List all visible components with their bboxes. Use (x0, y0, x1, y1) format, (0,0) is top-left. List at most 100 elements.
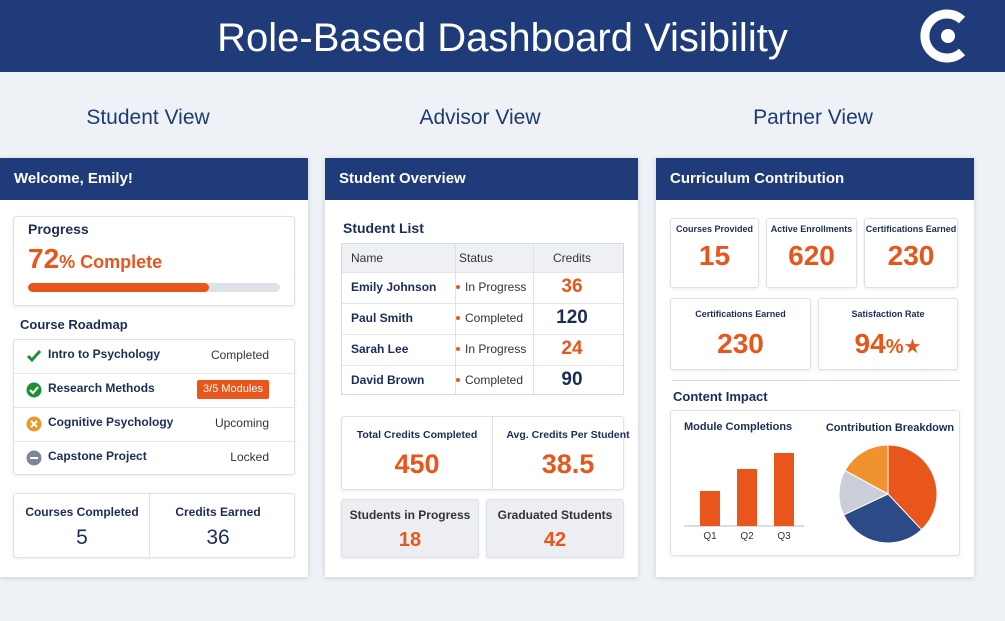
row-divider (14, 407, 294, 408)
row-divider (342, 365, 623, 366)
column-header: Name (351, 251, 384, 265)
status-dot (456, 285, 460, 289)
stat-value-row: 230 (864, 240, 958, 276)
stat-label: Active Enrollments (770, 224, 853, 234)
progress-suffix: % Complete (59, 252, 163, 272)
stat-value: 42 (543, 529, 567, 551)
pie-slice (887, 444, 938, 531)
student-status: In Progress (465, 280, 527, 294)
progress-label: Progress (28, 221, 89, 237)
x-tick-label: Q3 (777, 531, 791, 542)
stat-label: Certifications Earned (865, 224, 957, 234)
stat-value-row: 15 (670, 240, 759, 276)
status-badge: 3/5 Modules (197, 380, 269, 399)
page-title: Role-Based Dashboard Visibility (217, 16, 788, 60)
stat-card (670, 218, 759, 288)
stat-label: Avg. Credits Per Student (506, 429, 630, 441)
view-heading: Partner View (753, 106, 873, 129)
status-icon (26, 350, 42, 363)
stat-label: Certifications Earned (695, 309, 786, 319)
bar-chart: Q1 Q2 Q3 (684, 453, 804, 542)
stat-value-row: 94%★ (818, 328, 958, 364)
x-tick-label: Q2 (740, 531, 754, 542)
stat-value: 5 (76, 526, 88, 549)
status-icon (26, 382, 42, 398)
panel-header: Welcome, Emily! (0, 158, 308, 200)
progress-track (28, 283, 280, 292)
logo (920, 9, 966, 63)
bar (700, 491, 720, 526)
stat-value: 18 (398, 529, 422, 551)
pie-slice (844, 444, 889, 495)
panel-header: Curriculum Contribution (656, 158, 974, 200)
stat-card (766, 218, 857, 288)
col-divider (533, 244, 534, 394)
progress-text: 72% Complete (28, 243, 288, 274)
stat-value: 94 (854, 328, 886, 359)
stat-card (670, 298, 811, 370)
course-status: Upcoming (214, 416, 269, 430)
star-icon: ★ (903, 336, 922, 358)
stat-value-row: 620 (766, 240, 857, 276)
stat-value: 230 (717, 328, 764, 359)
table-head (342, 244, 623, 272)
col-divider (455, 244, 456, 394)
student-name: Sarah Lee (351, 342, 409, 356)
student-name: Paul Smith (351, 311, 414, 325)
divider (149, 494, 150, 557)
row-divider (14, 441, 294, 442)
student-status: Completed (465, 373, 524, 387)
bar (774, 453, 794, 526)
course-status: Locked (230, 450, 269, 464)
x-tick-label: Q1 (703, 531, 717, 542)
student-status: Completed (465, 311, 524, 325)
credits: 90 (561, 369, 583, 390)
bar (737, 469, 757, 526)
course-name: Research Methods (48, 381, 155, 395)
stat-value-row: 230 (670, 328, 811, 364)
divider (492, 417, 493, 489)
progress-value: 72 (28, 243, 60, 274)
stats-card (13, 493, 295, 558)
chart-title: Contribution Breakdown (825, 422, 955, 434)
stat-label: Courses Provided (675, 224, 754, 234)
column-header: Status (459, 251, 494, 265)
roadmap-title: Course Roadmap (20, 317, 128, 332)
credits: 24 (561, 338, 583, 359)
view-heading: Student View (86, 106, 210, 129)
stat-value: 230 (887, 240, 935, 271)
course-name: Intro to Psychology (48, 347, 161, 361)
chart-title: Module Completions (684, 421, 793, 433)
row-divider (342, 303, 623, 304)
impact-title: Content Impact (673, 389, 768, 404)
row-divider (342, 334, 623, 335)
column-header: Credits (553, 251, 592, 265)
stats-card (341, 416, 624, 490)
panel-header: Student Overview (325, 158, 638, 200)
list-title: Student List (343, 220, 424, 236)
credits: 120 (556, 307, 588, 328)
divider (672, 380, 960, 381)
stat-label: Students in Progress (349, 508, 471, 522)
check-icon (26, 350, 42, 363)
stat-suffix: % (885, 336, 904, 358)
view-heading: Advisor View (419, 106, 541, 129)
progress-fill (28, 283, 210, 292)
row-divider (14, 373, 294, 374)
status-icon (26, 450, 42, 466)
student-name: Emily Johnson (351, 280, 437, 294)
stat-value: 450 (394, 449, 440, 479)
stat-card (864, 218, 958, 288)
stat-value: 38.5 (541, 449, 595, 479)
status-dot (456, 316, 460, 320)
icon-glyph (29, 386, 39, 395)
header-bar: Role-Based Dashboard Visibility (0, 0, 1005, 72)
pie-chart (838, 444, 938, 544)
course-name: Capstone Project (48, 449, 147, 463)
row-divider (342, 272, 623, 273)
stat-card (486, 499, 624, 558)
status-icon (26, 416, 42, 432)
student-status: In Progress (465, 342, 527, 356)
course-status: Completed (210, 348, 269, 362)
